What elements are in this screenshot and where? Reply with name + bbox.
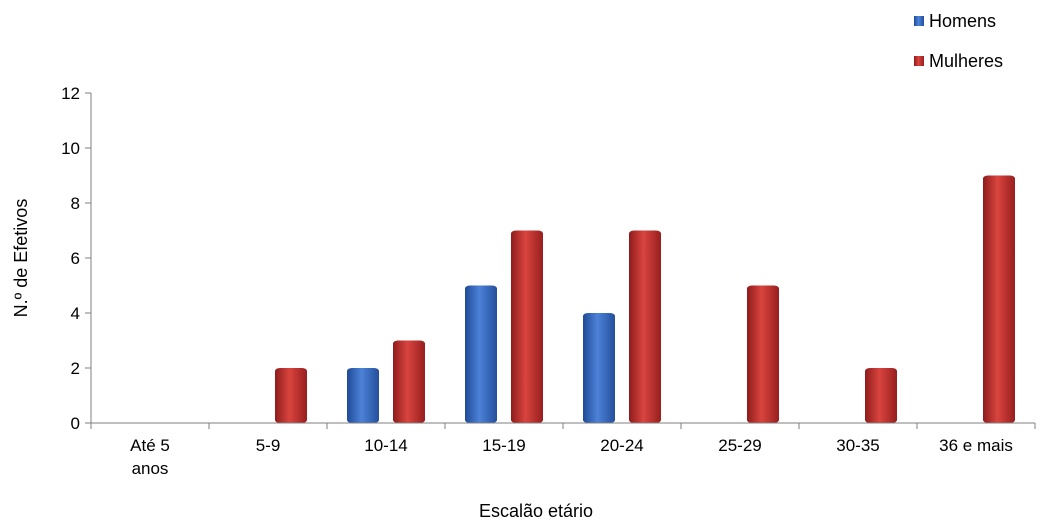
y-tick-label-1: 2 bbox=[71, 359, 80, 378]
bar-homens-4 bbox=[583, 313, 615, 423]
bar-homens-3 bbox=[465, 285, 497, 423]
y-axis-title: N.º de Efetivos bbox=[11, 199, 31, 318]
bar-mulheres-7 bbox=[983, 175, 1015, 423]
legend-label-mulheres: Mulheres bbox=[929, 51, 1003, 71]
labels-layer: 0 2 4 6 8 10 12 Até 5 anos 5-9 10-14 15-19 20-24 25-2… bbox=[61, 84, 1013, 478]
bars-layer bbox=[275, 175, 1015, 423]
x-tick-label-6: 30-35 bbox=[836, 436, 879, 455]
bar-mulheres-6 bbox=[865, 368, 897, 423]
bar-mulheres-4 bbox=[629, 230, 661, 423]
bar-mulheres-3 bbox=[511, 230, 543, 423]
legend-swatch-homens bbox=[914, 16, 924, 26]
x-tick-label-0: Até 5 anos bbox=[130, 436, 170, 478]
bar-homens-2 bbox=[347, 368, 379, 423]
axes-layer bbox=[85, 92, 1036, 429]
x-tick-label-7: 36 e mais bbox=[939, 436, 1013, 455]
bar-mulheres-1 bbox=[275, 368, 307, 423]
x-tick-label-1: 5-9 bbox=[256, 436, 281, 455]
y-tick-label-4: 8 bbox=[71, 194, 80, 213]
legend-label-homens: Homens bbox=[929, 11, 996, 31]
y-tick-label-5: 10 bbox=[61, 139, 80, 158]
x-tick-label-2: 10-14 bbox=[364, 436, 407, 455]
bar-mulheres-5 bbox=[747, 285, 779, 423]
y-tick-label-6: 12 bbox=[61, 84, 80, 103]
bar-mulheres-2 bbox=[393, 340, 425, 423]
y-tick-label-0: 0 bbox=[71, 414, 80, 433]
x-tick-label-5: 25-29 bbox=[718, 436, 761, 455]
x-axis-title: Escalão etário bbox=[479, 501, 593, 521]
y-tick-label-3: 6 bbox=[71, 249, 80, 268]
legend-swatch-mulheres bbox=[914, 56, 924, 66]
y-tick-label-2: 4 bbox=[71, 304, 80, 323]
x-tick-label-3: 15-19 bbox=[482, 436, 525, 455]
legend: Homens Mulheres bbox=[914, 11, 1003, 71]
x-tick-label-4: 20-24 bbox=[600, 436, 643, 455]
